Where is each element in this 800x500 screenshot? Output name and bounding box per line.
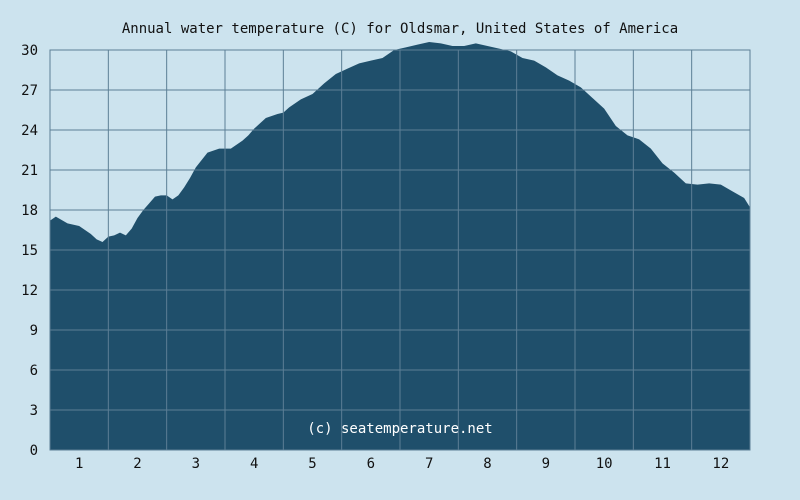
x-tick-label: 4 bbox=[250, 456, 258, 472]
chart-title: Annual water temperature (C) for Oldsmar… bbox=[122, 21, 678, 37]
watermark: (c) seatemperature.net bbox=[307, 421, 492, 437]
x-tick-label: 5 bbox=[308, 456, 316, 472]
y-tick-label: 12 bbox=[21, 283, 38, 299]
y-tick-label: 24 bbox=[21, 123, 38, 139]
x-tick-label: 2 bbox=[133, 456, 141, 472]
x-tick-label: 9 bbox=[542, 456, 550, 472]
y-axis-tick-labels: 0 3 6 9 12 15 18 21 24 27 30 bbox=[21, 43, 38, 459]
y-tick-label: 3 bbox=[30, 403, 38, 419]
y-tick-label: 30 bbox=[21, 43, 38, 59]
x-tick-label: 3 bbox=[192, 456, 200, 472]
y-tick-label: 27 bbox=[21, 83, 38, 99]
gridlines-overlay bbox=[50, 50, 750, 450]
y-tick-label: 6 bbox=[30, 363, 38, 379]
plot-border bbox=[49, 49, 751, 451]
y-tick-label: 21 bbox=[21, 163, 38, 179]
x-tick-label: 12 bbox=[712, 456, 729, 472]
x-tick-label: 11 bbox=[654, 456, 671, 472]
x-tick-label: 8 bbox=[483, 456, 491, 472]
y-tick-label: 18 bbox=[21, 203, 38, 219]
x-tick-label: 7 bbox=[425, 456, 433, 472]
y-tick-label: 9 bbox=[30, 323, 38, 339]
x-tick-label: 1 bbox=[75, 456, 83, 472]
y-tick-label: 15 bbox=[21, 243, 38, 259]
x-tick-label: 6 bbox=[367, 456, 375, 472]
y-tick-label: 0 bbox=[30, 443, 38, 459]
x-axis-tick-labels: 1 2 3 4 5 6 7 8 9 10 11 12 bbox=[75, 456, 729, 472]
x-tick-label: 10 bbox=[596, 456, 613, 472]
